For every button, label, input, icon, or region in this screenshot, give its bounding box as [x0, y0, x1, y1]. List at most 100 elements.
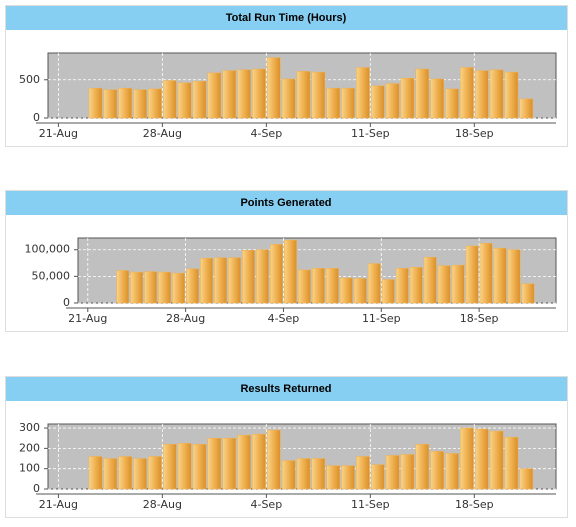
y-tick-label: 0 — [33, 482, 40, 495]
bar — [256, 249, 269, 304]
x-tick-label: 11-Sep — [351, 127, 390, 140]
bar — [474, 428, 489, 490]
bar — [400, 77, 415, 119]
bar — [356, 67, 370, 119]
bar — [158, 271, 172, 304]
bar — [356, 456, 370, 490]
bar — [281, 460, 296, 490]
bar — [493, 247, 507, 304]
x-tick-label: 4-Sep — [250, 498, 282, 511]
bar — [507, 249, 521, 304]
y-tick-label: 500 — [19, 73, 40, 86]
bar — [222, 437, 237, 490]
bar — [415, 68, 430, 119]
bar — [504, 71, 519, 119]
bar — [237, 69, 251, 119]
bar — [242, 250, 255, 304]
panel-header — [6, 6, 567, 30]
bar — [103, 458, 118, 490]
x-tick-label: 21-Aug — [39, 498, 78, 511]
bar — [385, 455, 400, 490]
bar — [353, 278, 367, 304]
x-tick-label: 4-Sep — [250, 127, 282, 140]
bar — [423, 256, 437, 304]
bar — [489, 430, 504, 490]
bar — [163, 444, 177, 490]
y-tick-label: 0 — [33, 111, 40, 124]
bar — [326, 465, 340, 490]
bar — [118, 456, 133, 490]
bar — [103, 89, 118, 119]
bar — [214, 257, 227, 304]
bar — [400, 454, 415, 490]
bar — [325, 268, 339, 304]
bar — [130, 271, 144, 304]
bar — [296, 71, 311, 119]
bar — [385, 83, 400, 119]
bar — [415, 444, 430, 490]
y-tick-label: 100,000 — [25, 243, 71, 256]
bar — [460, 427, 474, 490]
bar — [341, 465, 355, 490]
bar — [281, 78, 296, 119]
chart-title: Points Generated — [240, 197, 331, 209]
bar — [177, 443, 192, 490]
bar — [370, 85, 385, 119]
bar — [252, 433, 266, 490]
y-tick-label: 300 — [19, 421, 40, 434]
bar — [341, 87, 355, 119]
bar — [222, 70, 237, 119]
x-tick-label: 28-Aug — [166, 312, 205, 325]
bar — [465, 245, 479, 304]
x-tick-label: 18-Sep — [460, 312, 499, 325]
y-tick-label: 50,000 — [32, 269, 71, 282]
x-tick-label: 21-Aug — [68, 312, 107, 325]
bar — [270, 244, 283, 304]
bar — [207, 72, 222, 119]
chart-title: Total Run Time (Hours) — [226, 12, 347, 24]
bar — [118, 87, 133, 119]
bar — [296, 458, 311, 490]
bar — [172, 272, 186, 304]
y-tick-label: 0 — [63, 296, 70, 309]
bar — [445, 453, 459, 490]
bar — [116, 270, 130, 304]
x-tick-label: 21-Aug — [39, 127, 78, 140]
x-tick-label: 11-Sep — [362, 312, 401, 325]
bar — [395, 268, 409, 304]
bar — [367, 263, 381, 304]
bar — [200, 257, 213, 304]
bar — [519, 468, 534, 490]
bar — [519, 98, 534, 119]
bar — [148, 88, 162, 119]
bar — [311, 71, 326, 119]
bar — [228, 257, 241, 304]
x-tick-label: 11-Sep — [351, 498, 390, 511]
bar — [144, 271, 158, 304]
bar — [207, 437, 222, 490]
x-tick-label: 4-Sep — [268, 312, 300, 325]
bar — [192, 81, 207, 119]
bar — [460, 67, 474, 119]
bar — [437, 265, 451, 304]
panel-header — [6, 191, 567, 215]
bar — [311, 268, 325, 304]
bar — [266, 429, 281, 490]
bar — [186, 268, 200, 304]
bar — [266, 57, 281, 119]
bar — [504, 436, 519, 490]
bar — [88, 456, 103, 490]
bar — [370, 464, 385, 490]
x-tick-label: 28-Aug — [143, 127, 182, 140]
x-tick-label: 18-Sep — [455, 127, 494, 140]
bar — [311, 458, 326, 490]
y-tick-label: 100 — [19, 462, 40, 475]
x-tick-label: 18-Sep — [455, 498, 494, 511]
bar — [409, 267, 423, 304]
panel-header — [6, 377, 567, 401]
bar — [284, 239, 297, 304]
bar — [489, 69, 504, 119]
x-tick-label: 28-Aug — [143, 498, 182, 511]
bar — [237, 434, 251, 490]
bar — [474, 70, 489, 119]
